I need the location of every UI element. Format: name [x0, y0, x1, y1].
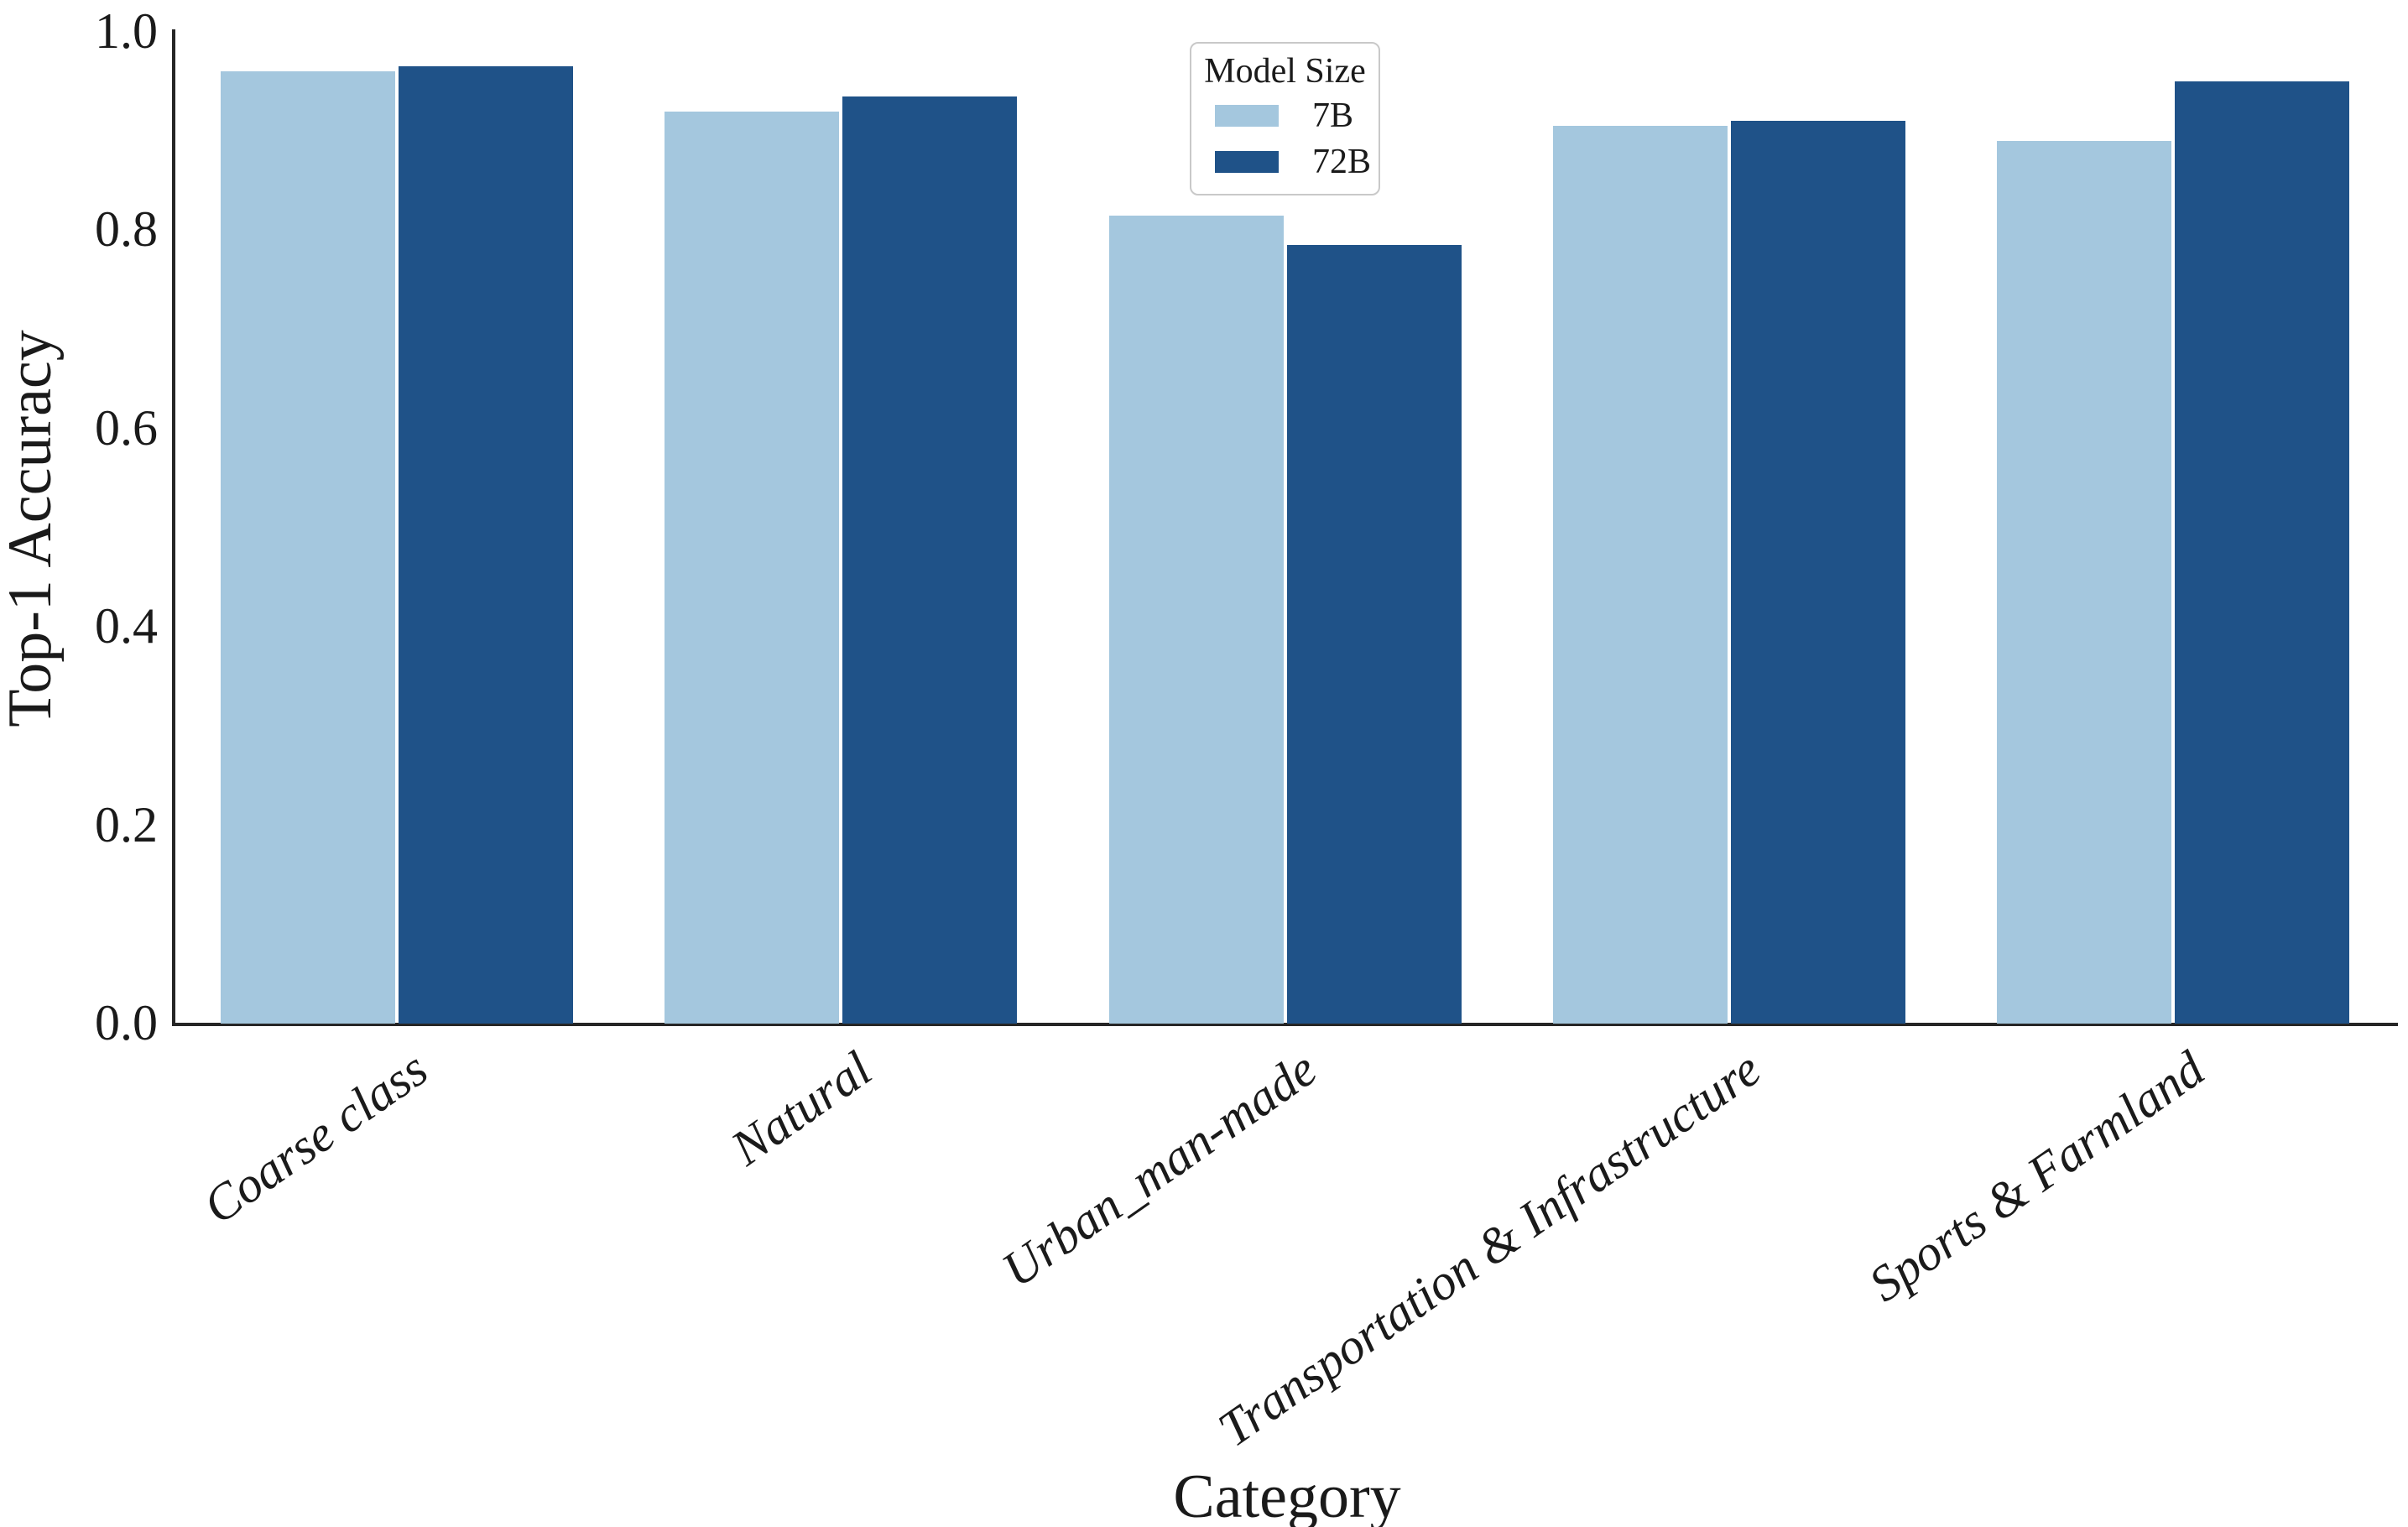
x-tick-label: Urban_man-made	[991, 1040, 1326, 1298]
x-tick-label: Coarse class	[193, 1040, 438, 1235]
bar-7b-5	[1997, 141, 2172, 1024]
legend-title: Model Size	[1204, 52, 1366, 91]
bar-72b-5	[2175, 81, 2350, 1024]
legend-swatch-72b	[1215, 151, 1279, 174]
y-tick-label: 1.0	[95, 3, 158, 59]
y-tick-label: 0.0	[95, 994, 158, 1050]
bar-72b-3	[1286, 245, 1462, 1024]
y-tick-label: 0.6	[95, 399, 158, 456]
x-axis-spine	[172, 1023, 2398, 1026]
bar-72b-1	[398, 66, 573, 1024]
bar-72b-2	[842, 96, 1018, 1024]
x-axis-title: Category	[1173, 1462, 1401, 1527]
bar-7b-3	[1108, 216, 1284, 1024]
legend: Model Size 7B 72B	[1190, 42, 1380, 195]
legend-item-7b: 7B	[1203, 92, 1367, 138]
legend-item-72b: 72B	[1203, 139, 1371, 185]
bar-72b-4	[1730, 121, 1905, 1024]
bar-7b-4	[1552, 126, 1728, 1024]
legend-label-72b: 72B	[1312, 143, 1372, 182]
y-axis-title: Top-1 Accuracy	[0, 330, 65, 727]
bar-7b-1	[220, 71, 395, 1024]
bar-7b-2	[665, 112, 840, 1024]
legend-label-7b: 7B	[1312, 96, 1354, 136]
y-tick-label: 0.8	[95, 201, 158, 258]
y-tick-label: 0.2	[95, 796, 158, 852]
x-tick-label: Natural	[722, 1040, 882, 1176]
x-tick-label: Sports & Farmland	[1859, 1040, 2215, 1313]
legend-swatch-7b	[1215, 105, 1279, 128]
y-tick-label: 0.4	[95, 597, 158, 654]
y-axis-spine	[172, 29, 175, 1026]
